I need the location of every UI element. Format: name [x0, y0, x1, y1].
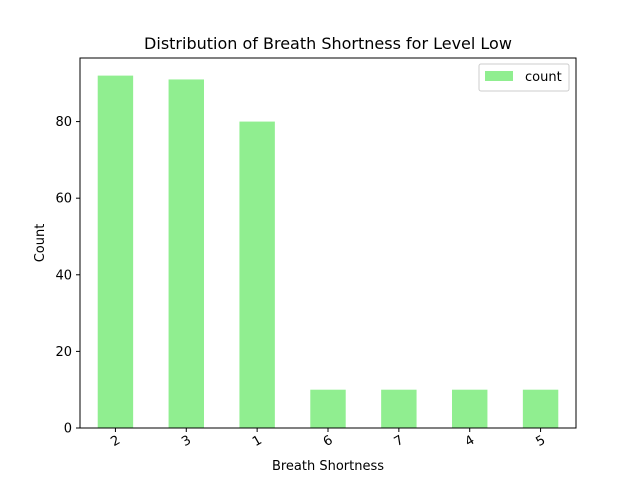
y-axis-label: Count [33, 224, 48, 263]
bar-7 [381, 389, 417, 428]
y-tick-label: 60 [55, 192, 72, 207]
bar-1 [239, 121, 275, 428]
bar-2 [97, 75, 134, 428]
bar-3 [168, 79, 204, 428]
legend: count [478, 63, 570, 92]
bar-4 [452, 389, 488, 428]
x-tick-label: 3 [179, 433, 194, 450]
x-tick-label: 1 [250, 433, 265, 450]
y-axis: 0 20 40 60 80 [55, 115, 80, 437]
plot-frame [79, 57, 577, 429]
x-tick-label: 2 [108, 433, 123, 450]
x-tick-label: 7 [392, 433, 407, 450]
x-axis-label: Breath Shortness [272, 459, 384, 474]
legend-box [478, 63, 570, 92]
chart-title: Distribution of Breath Shortness for Lev… [144, 34, 512, 53]
y-tick-label: 40 [55, 268, 72, 283]
x-tick-label: 5 [533, 433, 548, 450]
legend-label-count: count [525, 70, 562, 85]
legend-swatch-count [485, 71, 513, 81]
bar-6 [310, 389, 346, 428]
y-tick-label: 80 [55, 115, 72, 130]
x-axis: 2 3 1 6 7 4 5 [108, 428, 548, 450]
y-tick-label: 20 [55, 345, 72, 360]
bars [97, 75, 559, 428]
bar-5 [522, 389, 559, 428]
y-tick-label: 0 [64, 422, 72, 437]
x-tick-label: 6 [321, 433, 336, 450]
x-tick-label: 4 [463, 433, 478, 450]
